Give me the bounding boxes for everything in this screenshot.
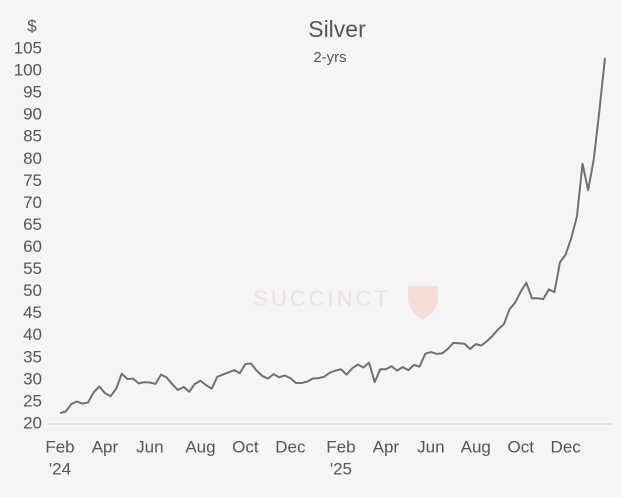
x-tick-label: Aug xyxy=(461,437,491,456)
chart-subtitle: 2-yrs xyxy=(313,49,346,66)
x-tick-label: Feb xyxy=(326,437,355,456)
y-tick-label: 30 xyxy=(23,369,42,388)
watermark: SUCCINCT xyxy=(253,286,391,311)
y-tick-label: 100 xyxy=(14,61,42,80)
x-tick-label: Dec xyxy=(551,437,582,456)
y-tick-label: 105 xyxy=(14,38,42,57)
y-tick-label: 70 xyxy=(23,193,42,212)
x-tick-label: Feb xyxy=(45,437,74,456)
y-tick-label: 40 xyxy=(23,325,42,344)
x-tick-label: Jun xyxy=(417,437,444,456)
y-tick-label: 20 xyxy=(23,413,42,432)
x-tick-label: Oct xyxy=(507,437,534,456)
y-tick-label: 35 xyxy=(23,347,42,366)
y-tick-label: 25 xyxy=(23,391,42,410)
y-axis-label: $ xyxy=(27,16,37,35)
y-tick-label: 60 xyxy=(23,237,42,256)
x-tick-label: Oct xyxy=(232,437,259,456)
y-tick-label: 85 xyxy=(23,127,42,146)
y-tick-label: 90 xyxy=(23,105,42,124)
x-tick-label: Apr xyxy=(92,437,119,456)
y-tick-label: 65 xyxy=(23,215,42,234)
y-tick-label: 95 xyxy=(23,83,42,102)
chart-title: Silver xyxy=(308,16,366,42)
price-line xyxy=(59,57,606,414)
y-tick-label: 45 xyxy=(23,303,42,322)
y-tick-label: 75 xyxy=(23,171,42,190)
watermark-logo xyxy=(408,286,438,320)
x-tick-label: Aug xyxy=(185,437,215,456)
x-year-label: '25 xyxy=(330,459,352,478)
x-year-label: '24 xyxy=(49,459,71,478)
y-tick-label: 80 xyxy=(23,149,42,168)
x-tick-label: Apr xyxy=(373,437,400,456)
y-tick-label: 55 xyxy=(23,259,42,278)
y-tick-label: 50 xyxy=(23,281,42,300)
x-tick-label: Jun xyxy=(136,437,163,456)
x-tick-label: Dec xyxy=(275,437,306,456)
